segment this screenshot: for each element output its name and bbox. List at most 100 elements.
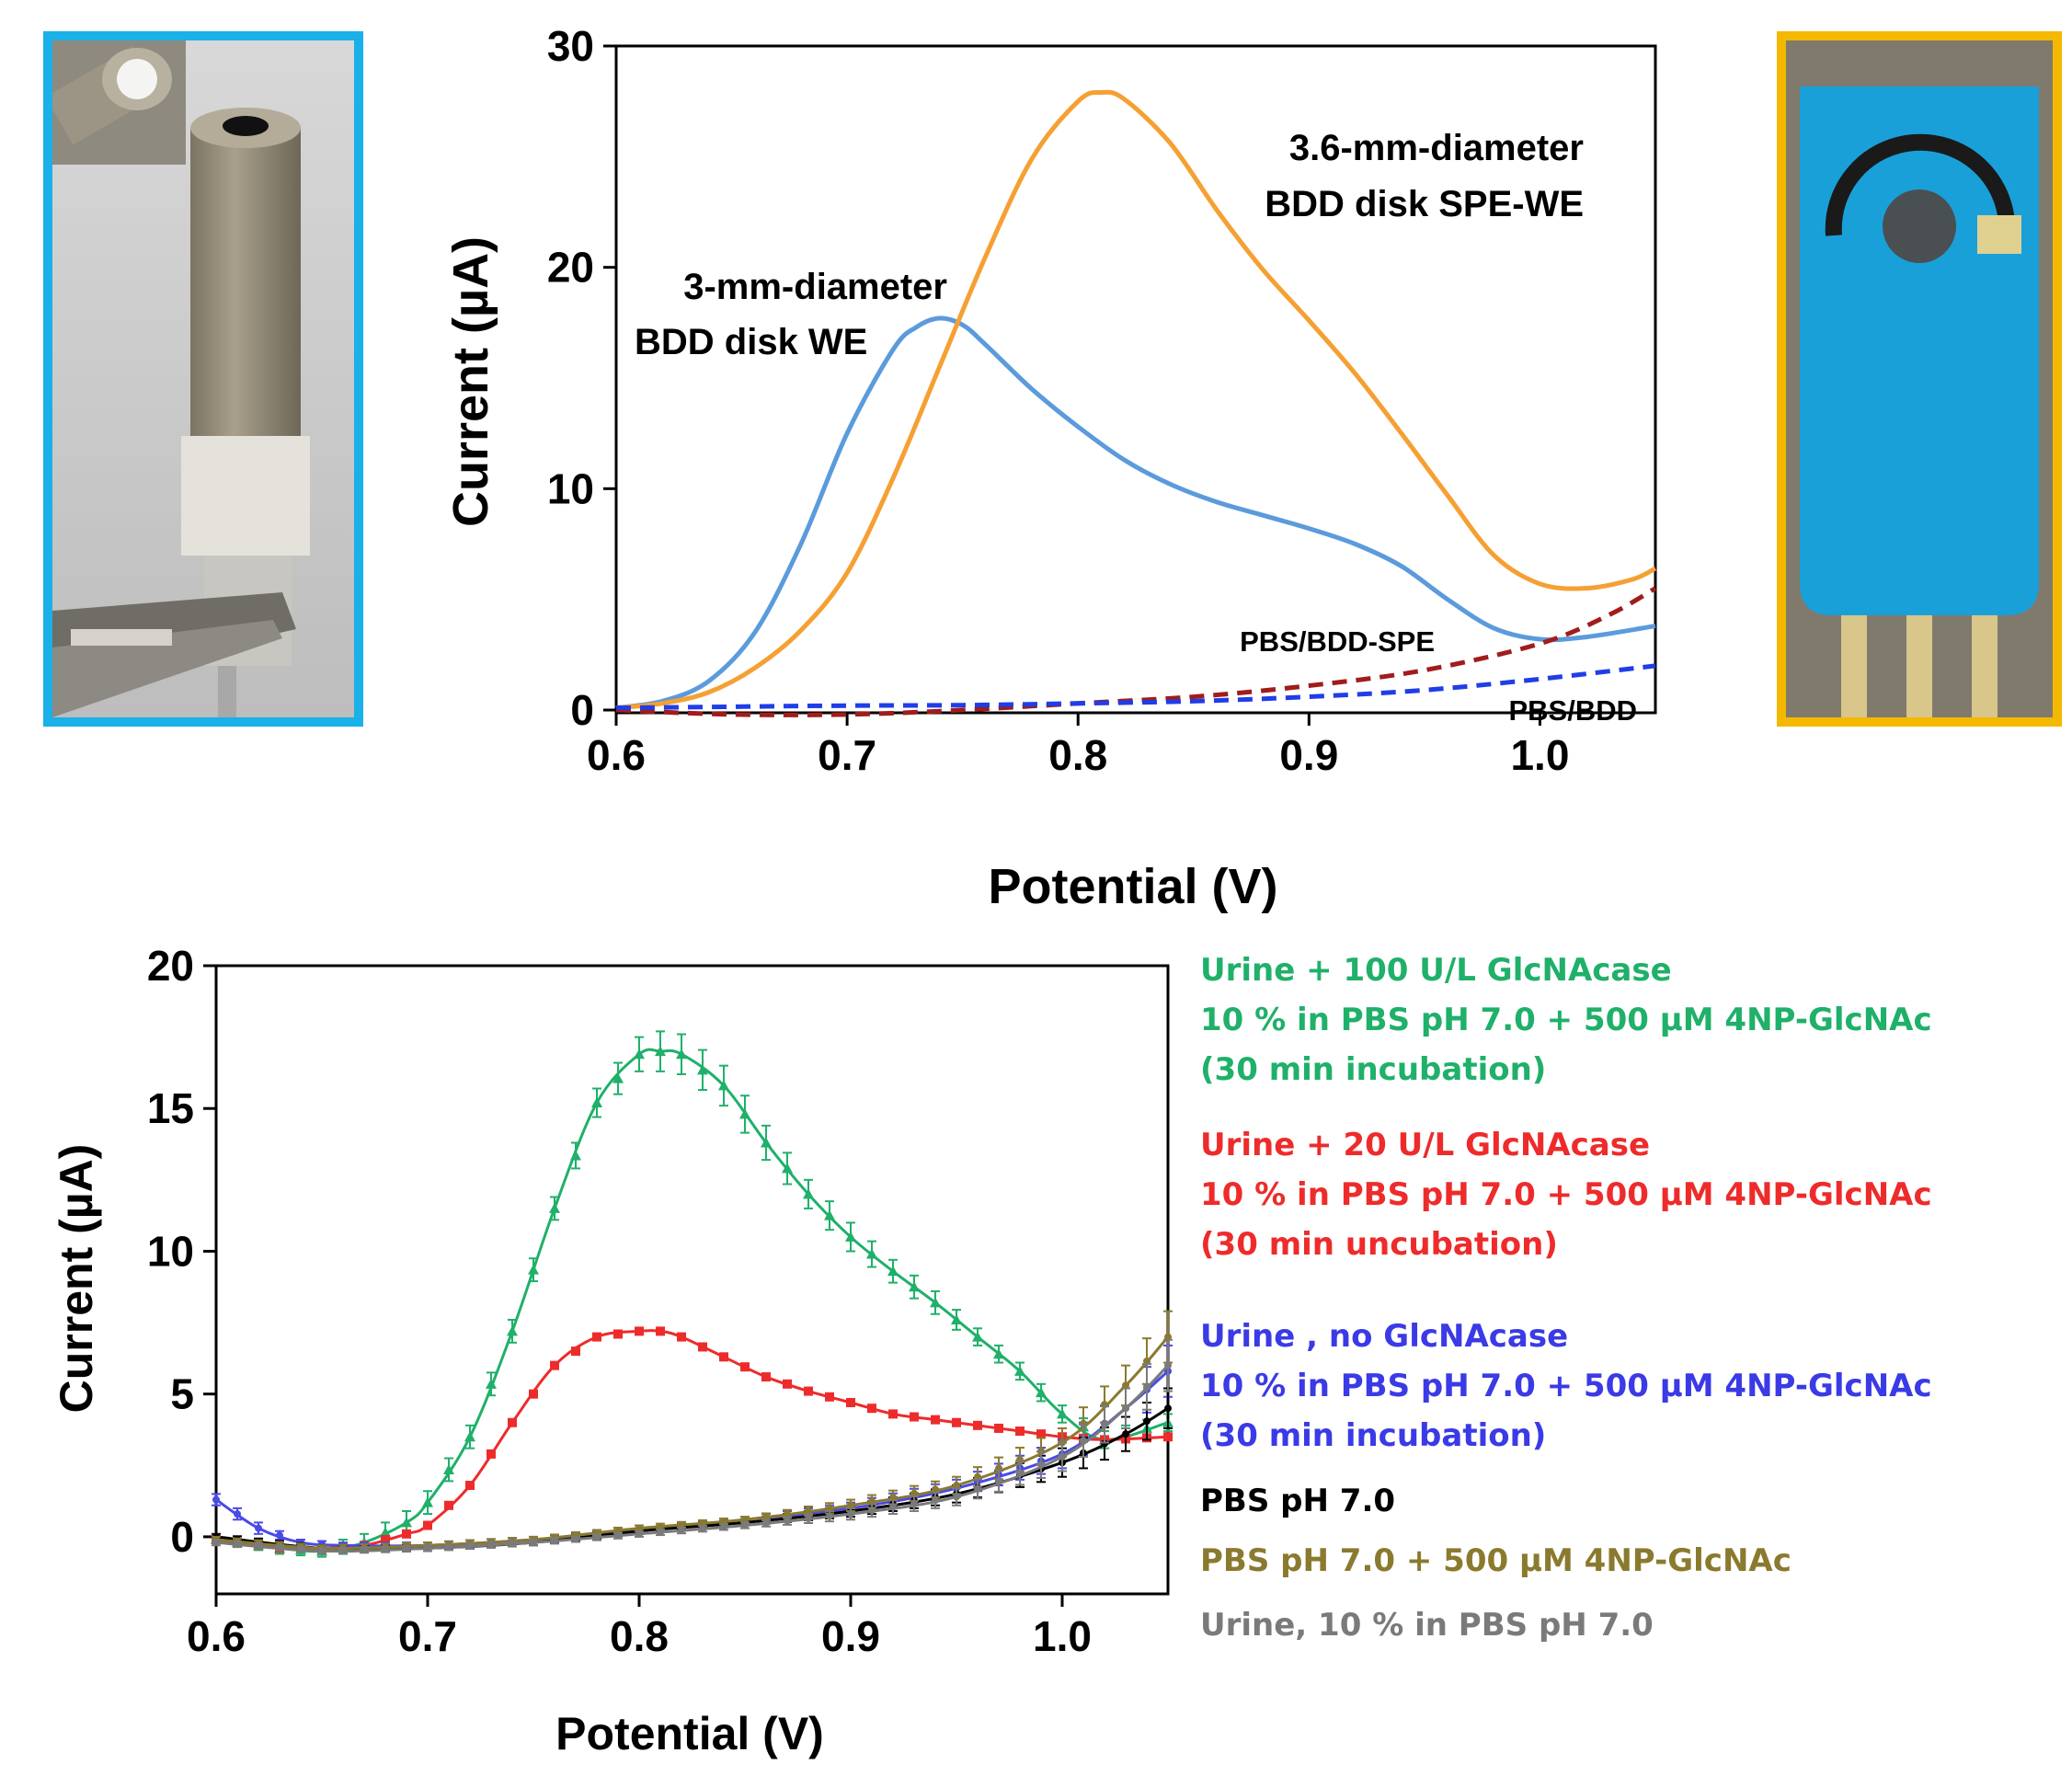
point-urine-20-u-l-glcnacase <box>825 1392 834 1402</box>
point-urine-100-u-l-glcnacase <box>570 1150 581 1161</box>
point-urine-100-u-l-glcnacase <box>739 1108 750 1119</box>
point-urine-10-in-pbs-ph-7-0 <box>361 1546 368 1554</box>
bottom-y-tick-label: 20 <box>147 942 194 990</box>
point-urine-10-in-pbs-ph-7-0 <box>572 1535 579 1543</box>
annotation-spe-line2: BDD disk SPE-WE <box>1265 184 1584 224</box>
point-urine-10-in-pbs-ph-7-0 <box>403 1544 410 1553</box>
point-urine-10-in-pbs-ph-7-0 <box>1080 1437 1087 1445</box>
point-urine-100-u-l-glcnacase <box>422 1496 433 1507</box>
point-urine-10-in-pbs-ph-7-0 <box>339 1546 347 1554</box>
point-urine-100-u-l-glcnacase <box>507 1325 518 1336</box>
point-urine-10-in-pbs-ph-7-0 <box>678 1527 685 1535</box>
legend-urine-20-line3: (30 min uncubation) <box>1200 1226 1558 1263</box>
bottom-x-tick-label: 1.0 <box>1033 1612 1092 1660</box>
point-urine-100-u-l-glcnacase <box>676 1048 687 1060</box>
point-urine-10-in-pbs-ph-7-0 <box>826 1512 833 1520</box>
point-urine-10-in-pbs-ph-7-0 <box>297 1545 304 1553</box>
point-urine-100-u-l-glcnacase <box>591 1097 602 1108</box>
legend-urine-no-line3: (30 min incubation) <box>1200 1417 1547 1454</box>
point-urine-20-u-l-glcnacase <box>635 1326 644 1336</box>
point-urine-10-in-pbs-ph-7-0 <box>847 1510 854 1518</box>
point-urine-20-u-l-glcnacase <box>423 1520 432 1530</box>
point-urine-20-u-l-glcnacase <box>656 1326 665 1336</box>
point-pbs-ph-7-0 <box>1143 1417 1150 1426</box>
point-urine-10-in-pbs-ph-7-0 <box>910 1499 918 1507</box>
point-urine-100-u-l-glcnacase <box>612 1072 624 1083</box>
point-urine-100-u-l-glcnacase <box>1057 1408 1068 1419</box>
point-urine-20-u-l-glcnacase <box>804 1386 813 1396</box>
point-pbs-ph-7-0-500-m-4np-glcnac <box>635 1524 643 1532</box>
point-urine-100-u-l-glcnacase <box>401 1517 412 1528</box>
bottom-y-tick-label: 0 <box>170 1513 194 1561</box>
series-line-pbs-ph-7-0-500-m-4np-glcnac <box>215 1335 1170 1551</box>
point-urine-20-u-l-glcnacase <box>592 1332 601 1342</box>
top-x-axis-title: Potential (V) <box>988 859 1277 914</box>
point-pbs-ph-7-0-500-m-4np-glcnac <box>784 1510 791 1518</box>
point-urine-10-in-pbs-ph-7-0 <box>784 1517 791 1525</box>
point-urine-no-glcnacase <box>255 1524 262 1532</box>
point-urine-no-glcnacase <box>212 1495 220 1504</box>
series-line-urine-20-u-l-glcnacase <box>215 1329 1169 1551</box>
point-urine-20-u-l-glcnacase <box>783 1379 792 1389</box>
bottom-plot-frame <box>214 964 1170 1596</box>
bottom-y-tick-label: 5 <box>170 1370 194 1418</box>
point-urine-10-in-pbs-ph-7-0 <box>932 1496 939 1505</box>
series-line-urine-no-glcnacase <box>215 1369 1169 1548</box>
point-urine-100-u-l-glcnacase <box>697 1064 708 1075</box>
point-urine-100-u-l-glcnacase <box>951 1313 962 1324</box>
legend-urine-no-line1: Urine , no GlcNAcase <box>1200 1318 1569 1355</box>
point-urine-10-in-pbs-ph-7-0 <box>995 1477 1002 1485</box>
point-urine-10-in-pbs-ph-7-0 <box>530 1539 537 1547</box>
bdd-spe-illustration <box>1786 40 2053 717</box>
point-urine-10-in-pbs-ph-7-0 <box>1164 1361 1172 1369</box>
point-urine-10-in-pbs-ph-7-0 <box>1101 1420 1108 1428</box>
point-pbs-ph-7-0-500-m-4np-glcnac <box>741 1516 749 1524</box>
point-urine-10-in-pbs-ph-7-0 <box>445 1543 452 1552</box>
point-urine-10-in-pbs-ph-7-0 <box>889 1503 897 1511</box>
point-urine-10-in-pbs-ph-7-0 <box>974 1484 981 1493</box>
point-pbs-ph-7-0-500-m-4np-glcnac <box>1143 1357 1150 1365</box>
point-urine-20-u-l-glcnacase <box>1015 1427 1025 1437</box>
point-pbs-ph-7-0-500-m-4np-glcnac <box>720 1518 727 1526</box>
legend-urine-20-line2: 10 % in PBS pH 7.0 + 500 µM 4NP-GlcNAc <box>1200 1176 1932 1213</box>
point-urine-100-u-l-glcnacase <box>443 1463 454 1474</box>
point-urine-10-in-pbs-ph-7-0 <box>382 1545 389 1553</box>
legend-urine-no-line2: 10 % in PBS pH 7.0 + 500 µM 4NP-GlcNAc <box>1200 1368 1932 1404</box>
annotation-pbs-bdd: PBS/BDD <box>1508 694 1637 727</box>
point-urine-20-u-l-glcnacase <box>994 1423 1003 1433</box>
legend-pbs: PBS pH 7.0 <box>1200 1483 1396 1519</box>
point-urine-100-u-l-glcnacase <box>866 1248 877 1259</box>
point-urine-100-u-l-glcnacase <box>528 1264 539 1275</box>
point-urine-10-in-pbs-ph-7-0 <box>212 1539 220 1547</box>
point-urine-20-u-l-glcnacase <box>761 1372 771 1382</box>
legend-urine-100-line2: 10 % in PBS pH 7.0 + 500 µM 4NP-GlcNAc <box>1200 1002 1932 1038</box>
legend-pbs-np: PBS pH 7.0 + 500 µM 4NP-GlcNAc <box>1200 1542 1792 1579</box>
top-x-tick-label: 0.8 <box>1048 731 1107 779</box>
legend-urine-20-line1: Urine + 20 U/L GlcNAcase <box>1200 1127 1651 1163</box>
bottom-y-axis-title: Current (µA) <box>51 1144 102 1414</box>
point-urine-20-u-l-glcnacase <box>740 1362 750 1372</box>
point-urine-100-u-l-glcnacase <box>1014 1365 1025 1376</box>
point-urine-100-u-l-glcnacase <box>380 1527 391 1538</box>
point-pbs-ph-7-0 <box>1122 1430 1129 1438</box>
point-urine-20-u-l-glcnacase <box>1036 1429 1046 1439</box>
point-urine-10-in-pbs-ph-7-0 <box>805 1515 812 1523</box>
annotation-we-line1: 3-mm-diameter <box>683 267 947 307</box>
point-urine-100-u-l-glcnacase <box>993 1348 1004 1359</box>
point-pbs-ph-7-0-500-m-4np-glcnac <box>699 1519 706 1528</box>
series-line-3-mm-diameter-bdd-disk-we <box>615 315 1656 711</box>
top-y-axis-title: Current (µA) <box>443 236 498 527</box>
point-urine-10-in-pbs-ph-7-0 <box>1143 1382 1150 1391</box>
bottom-x-tick-label: 0.6 <box>187 1612 246 1660</box>
bdd-spe-photo <box>1777 31 2062 727</box>
point-urine-10-in-pbs-ph-7-0 <box>720 1523 727 1531</box>
point-urine-10-in-pbs-ph-7-0 <box>868 1507 876 1515</box>
point-urine-20-u-l-glcnacase <box>698 1342 707 1352</box>
point-pbs-ph-7-0-500-m-4np-glcnac <box>657 1522 664 1530</box>
top-y-tick-label: 0 <box>570 686 594 734</box>
point-urine-10-in-pbs-ph-7-0 <box>487 1541 495 1549</box>
point-pbs-ph-7-0-500-m-4np-glcnac <box>762 1513 770 1521</box>
point-pbs-ph-7-0-500-m-4np-glcnac <box>910 1489 918 1497</box>
point-urine-20-u-l-glcnacase <box>508 1417 517 1427</box>
bottom-x-axis-title: Potential (V) <box>555 1708 824 1759</box>
